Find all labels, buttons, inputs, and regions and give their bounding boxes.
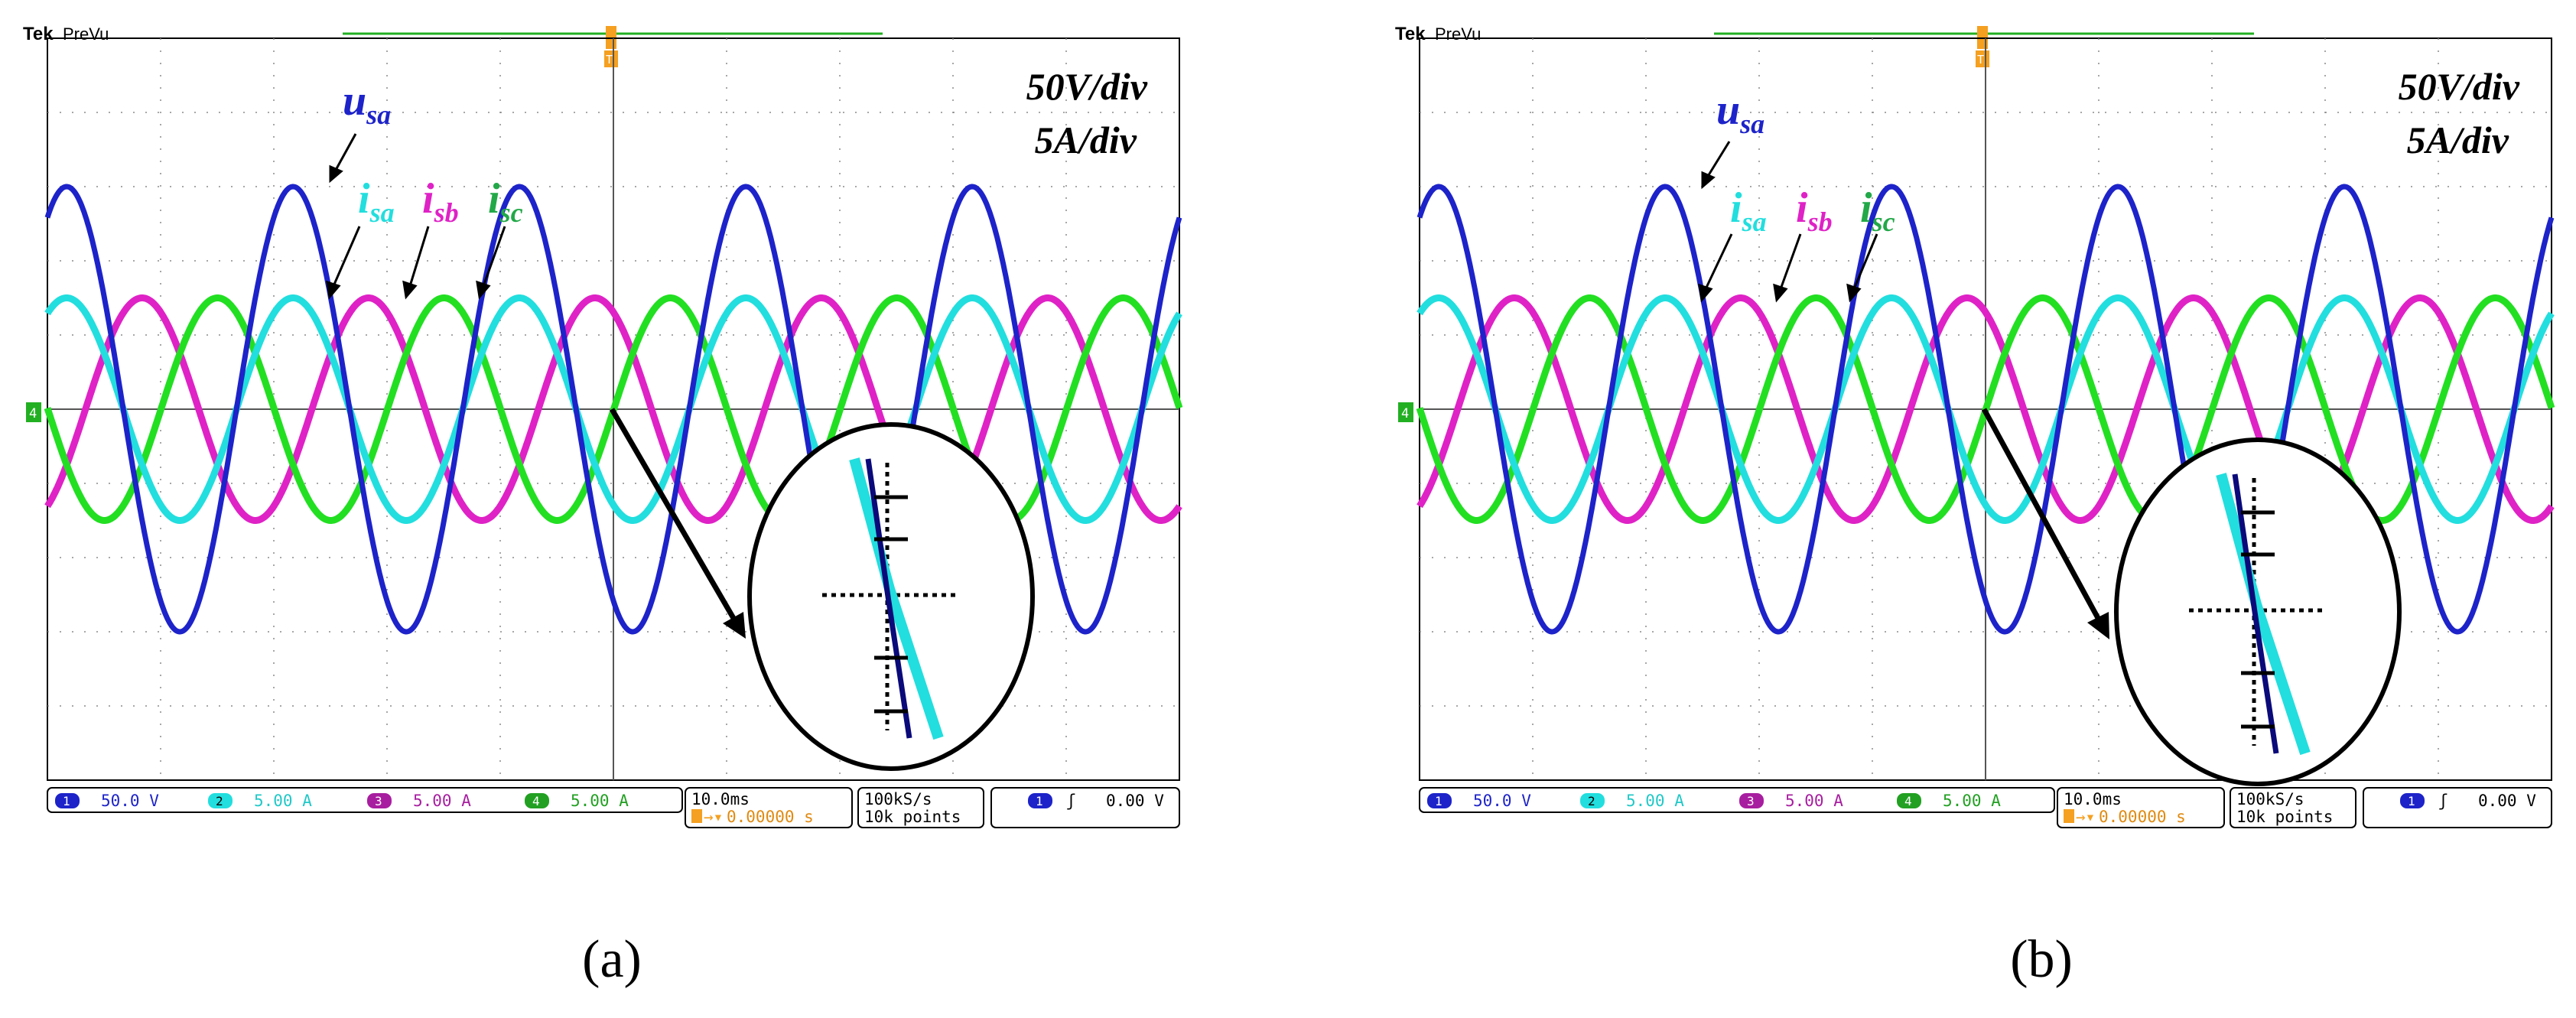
trigger-slope-icon: ʃ <box>1066 792 1076 810</box>
trigger-marker-label: T <box>606 53 613 67</box>
status-bar: 1 50.0 V 2 5.00 A 3 5.00 A 4 5.00 A 10.0… <box>1419 787 2552 828</box>
scale-amps: 5A/div <box>2407 119 2509 161</box>
label-isc: isc <box>488 175 523 228</box>
label-isc: isc <box>1860 184 1895 237</box>
trigger-position-marker: T <box>1976 26 1989 67</box>
delay-arrow: →▾ <box>2076 808 2095 826</box>
ch3-chip <box>367 793 392 808</box>
ch4-number: 4 <box>1904 794 1912 808</box>
ch1-chip <box>55 793 80 808</box>
acquisition-box <box>2230 787 2356 828</box>
ch4-chip <box>1897 793 1921 808</box>
ch2-value: 5.00 A <box>254 792 312 810</box>
trace-isb <box>1416 294 2555 524</box>
ch1-number: 1 <box>63 794 70 808</box>
ch1-value: 50.0 V <box>101 792 159 810</box>
trigger-level: 0.00 V <box>2478 792 2536 810</box>
trace-isb <box>44 294 1182 524</box>
trigger-slope-icon: ʃ <box>2438 792 2448 810</box>
label-arrows <box>1698 141 1878 303</box>
acquisition-box <box>857 787 984 828</box>
trigger-position-marker: T <box>604 26 618 67</box>
label-usa: usa <box>1716 86 1764 139</box>
inset-usa <box>2232 473 2279 754</box>
ch2-chip <box>1580 793 1605 808</box>
trigger-source-chip <box>2400 793 2425 808</box>
record-length: 10k points <box>864 808 961 826</box>
panel-a: Tek PreVu T 4 50V/div 5A/div usa isa isb <box>23 24 1183 989</box>
scope-screenshot-a: Tek PreVu T 4 50V/div 5A/div usa isa isb <box>23 24 1183 828</box>
ch2-number: 2 <box>1588 794 1595 808</box>
sample-rate: 100kS/s <box>2236 790 2304 808</box>
caption-a: (a) <box>582 930 642 989</box>
delay-marker-chip <box>691 809 702 823</box>
brand-label: Tek <box>1395 24 1426 44</box>
inset-detail <box>822 457 960 740</box>
trace-usa <box>1416 184 2555 635</box>
ch2-chip <box>208 793 233 808</box>
ground-marker: 4 <box>26 402 41 422</box>
ch1-number: 1 <box>1435 794 1442 808</box>
label-arrows <box>326 133 506 300</box>
trace-usa <box>44 184 1182 635</box>
panel-b: Tek PreVu T 4 50V/div 5A/div usa isa isb… <box>1288 0 2576 1018</box>
ch1-value: 50.0 V <box>1473 792 1531 810</box>
zoom-arrow <box>609 408 746 639</box>
delay-marker-chip <box>2064 809 2074 823</box>
mode-label: PreVu <box>63 24 109 44</box>
delay-value: 0.00000 s <box>727 808 814 826</box>
ch3-number: 3 <box>1747 794 1755 808</box>
zoom-inset <box>747 422 1035 771</box>
ground-marker: 4 <box>1398 402 1413 422</box>
label-isb: isb <box>1796 184 1833 237</box>
caption-b: (b) <box>2010 930 2073 989</box>
ground-marker-label: 4 <box>29 406 37 421</box>
ch3-value: 5.00 A <box>413 792 471 810</box>
ch2-number: 2 <box>216 794 223 808</box>
record-length: 10k points <box>2236 808 2333 826</box>
timebase-value: 10.0ms <box>2064 790 2122 808</box>
delay-value: 0.00000 s <box>2099 808 2186 826</box>
ground-marker-label: 4 <box>1401 406 1409 421</box>
scale-volts: 50V/div <box>1026 65 1148 108</box>
ch4-chip <box>525 793 549 808</box>
ch3-number: 3 <box>375 794 382 808</box>
status-bar: 1 50.0 V 2 5.00 A 3 5.00 A 4 5.00 A 10.0… <box>47 787 1180 828</box>
ch3-chip <box>1739 793 1764 808</box>
sample-rate: 100kS/s <box>864 790 932 808</box>
ch4-number: 4 <box>532 794 540 808</box>
trigger-source-chip <box>1028 793 1052 808</box>
mode-label: PreVu <box>1435 24 1481 44</box>
channel-readout-box <box>47 787 683 813</box>
timebase-value: 10.0ms <box>691 790 750 808</box>
inset-usa <box>865 458 912 739</box>
scale-volts: 50V/div <box>2399 65 2520 108</box>
label-isb: isb <box>422 175 459 228</box>
zoom-arrow <box>1981 408 2109 639</box>
label-isa: isa <box>358 175 395 228</box>
timebase-box <box>685 787 853 828</box>
ch2-value: 5.00 A <box>1626 792 1684 810</box>
trigger-marker-label: T <box>1977 53 1984 67</box>
ch4-value: 5.00 A <box>571 792 629 810</box>
brand-label: Tek <box>23 24 54 44</box>
label-usa: usa <box>343 77 391 130</box>
zoom-inset <box>2114 437 2402 786</box>
trigger-level: 0.00 V <box>1106 792 1164 810</box>
scope-screenshot-b: Tek PreVu T 4 50V/div 5A/div usa isa isb… <box>1395 24 2555 828</box>
scale-amps: 5A/div <box>1035 119 1137 161</box>
label-isa: isa <box>1730 184 1767 237</box>
channel-readout-box <box>1419 787 2055 813</box>
inset-detail <box>2189 473 2327 756</box>
timebase-box <box>2057 787 2225 828</box>
trigger-source: 1 <box>1036 794 1043 808</box>
ch3-value: 5.00 A <box>1785 792 1843 810</box>
ch4-value: 5.00 A <box>1943 792 2001 810</box>
ch1-chip <box>1427 793 1452 808</box>
trigger-source: 1 <box>2408 794 2415 808</box>
delay-arrow: →▾ <box>704 808 723 826</box>
